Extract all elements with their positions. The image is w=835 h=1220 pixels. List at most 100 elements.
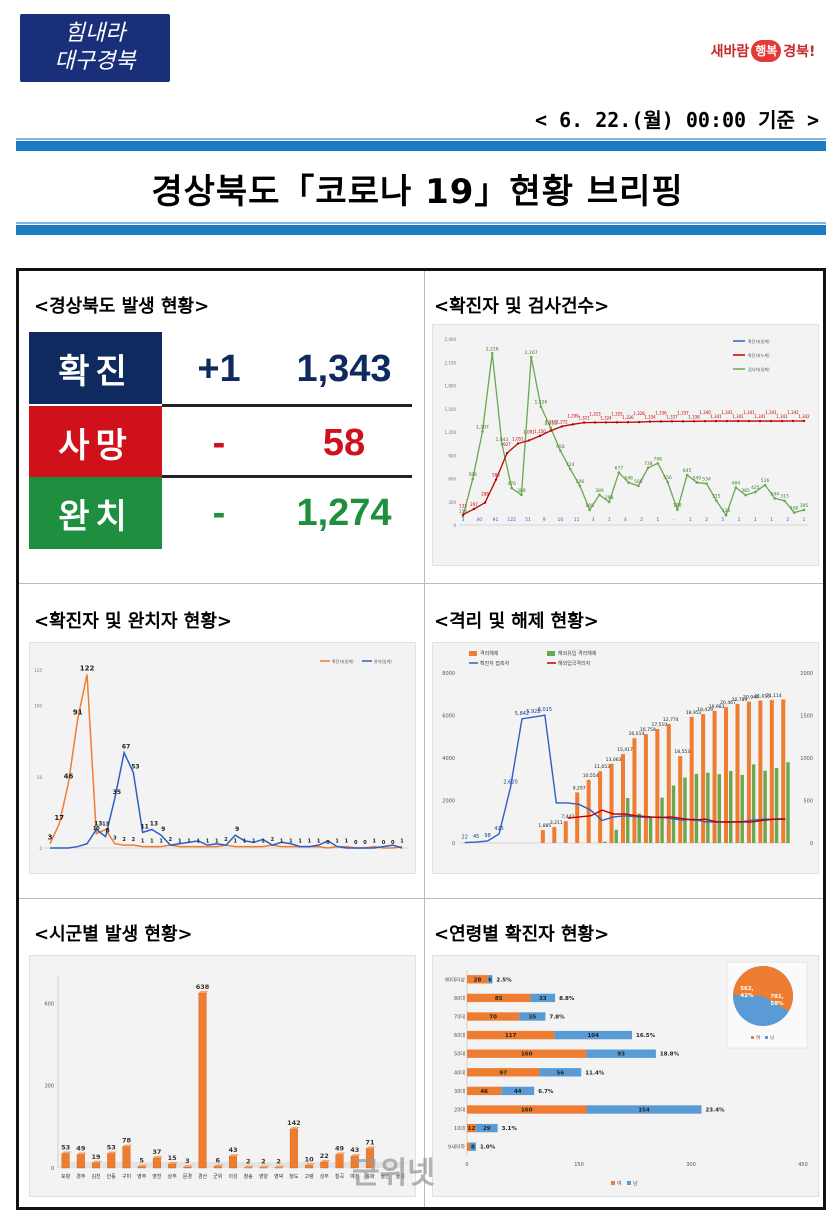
city-category-label: 봉화 (365, 1174, 375, 1180)
tests-point (617, 471, 621, 474)
cumulative-point (780, 419, 784, 423)
cumulative-point (725, 419, 729, 423)
city-value-label: 2 (246, 1157, 251, 1165)
confirmed-label: 2 (169, 837, 173, 843)
confirmed-label: 1 (298, 839, 302, 845)
city-bar-top (259, 1165, 270, 1168)
male-label: 154 (638, 1108, 650, 1114)
y-tick-label: 300 (44, 1084, 54, 1090)
tests-label: 1,253 (544, 421, 557, 427)
confirmed-label: 17 (54, 814, 64, 822)
stat-label-confirmed: 확진 (29, 332, 162, 404)
confirmed-label: 3 (113, 836, 117, 842)
confirmed-label: 1 (317, 839, 321, 845)
contacts-label: 22 (462, 835, 468, 841)
tests-point (481, 430, 484, 433)
release-label: 12,774 (663, 717, 679, 723)
tests-label: 2,167 (525, 350, 538, 356)
confirmed-label: 0 (363, 840, 367, 846)
city-category-label: 경산 (198, 1173, 208, 1180)
release-label: 19,429 (697, 707, 713, 713)
legend-label: 확진자(일계) (332, 658, 354, 664)
tests-label: 556 (663, 475, 672, 481)
age-category-label: 40대 (454, 1069, 465, 1076)
city-category-label: 성주 (320, 1173, 330, 1180)
age-category-label: 70대 (454, 1014, 465, 1021)
legend-swatch (627, 1181, 631, 1185)
cumulative-point (747, 419, 751, 423)
tests-label: 1,043 (496, 437, 509, 443)
contacts-label: 5,928 (526, 709, 540, 715)
city-bar (213, 1166, 222, 1169)
tests-label: 1,526 (534, 400, 547, 406)
briefing-frame (16, 268, 826, 1210)
contacts-label: 6,015 (538, 707, 552, 713)
release-bar (769, 700, 774, 843)
release-bar (643, 734, 648, 843)
overseas-release-bar (706, 772, 710, 843)
confirmed-label: 2 (271, 837, 275, 843)
release-bar (746, 701, 751, 843)
city-bar-top (274, 1165, 285, 1168)
city-category-label: 울릉 (396, 1174, 406, 1180)
city-bar-top (198, 991, 209, 994)
female-label: 97 (499, 1070, 507, 1076)
male-label: 56 (557, 1070, 565, 1076)
overseas-release-bar (694, 773, 699, 843)
city-value-label: 49 (76, 1145, 86, 1153)
y-tick-label: 600 (448, 477, 456, 482)
cumulative-point (703, 419, 707, 423)
release-label: 18,553 (674, 749, 690, 755)
daily-label: 3 (462, 517, 465, 523)
city-value-label: 19 (92, 1153, 102, 1161)
city-bar (365, 1148, 374, 1169)
confirmed-label: 46 (64, 773, 74, 781)
chart-by-city-svg: 0 300 600 53 포항 49 경주 19 김천 53 안동 78 구미 5 영주 37 영천 15 상주 3 문… (44, 976, 408, 1180)
y-right-tick-label: 1000 (800, 756, 813, 762)
tests-point (773, 497, 777, 500)
age-category-label: 20대 (454, 1107, 465, 1114)
city-bar (305, 1165, 314, 1169)
confirmed-label: 1 (372, 839, 376, 845)
tests-point (559, 449, 562, 453)
city-bar (198, 992, 207, 1169)
cumulative-point (560, 425, 564, 428)
city-bar (259, 1167, 268, 1169)
confirmed-label: 1 (178, 839, 182, 845)
pct-label: 6.7% (538, 1089, 554, 1095)
cumulative-point (670, 420, 674, 423)
confirmed-label: 10 (93, 826, 100, 832)
male-bar (530, 993, 556, 1003)
overseas-release-bar (729, 771, 733, 843)
pct-label: 16.5% (636, 1033, 656, 1039)
release-label: 21,114 (766, 693, 782, 699)
tests-label: 388 (517, 488, 526, 494)
tests-label: 548 (624, 476, 633, 482)
city-category-label: 안동 (107, 1173, 117, 1180)
tests-point (802, 508, 806, 512)
tests-label: 645 (683, 468, 692, 474)
tests-label: 796 (654, 456, 663, 462)
chart-by-age-svg: 0 150 300 450 90대이상 28 6 2.5% 80대 85 33 8.8% 70대 70 35… (445, 961, 808, 1187)
male-bar (539, 1068, 582, 1077)
release-bar (712, 710, 717, 843)
stat-label-recovered: 완치 (29, 477, 162, 549)
tests-label: 738 (644, 461, 653, 467)
overseas-release-bar (751, 764, 756, 843)
release-label: 19,983 (709, 704, 725, 710)
city-category-label: 영양 (259, 1173, 269, 1180)
top-divider (16, 138, 826, 151)
tests-label: 385 (741, 488, 750, 494)
tests-label: 2,216 (486, 346, 499, 352)
tests-label: 116 (459, 509, 468, 515)
city-bar (335, 1154, 344, 1169)
recovered-label: 35 (113, 789, 121, 796)
overseas-release-bar (660, 797, 664, 843)
confirmed-label: 1 (308, 839, 312, 845)
female-label: 85 (495, 996, 503, 1002)
y-tick-label: 0 (51, 1166, 54, 1172)
recovered-label: 9 (161, 826, 165, 833)
city-category-label: 영천 (152, 1173, 162, 1180)
city-value-label: 53 (107, 1143, 116, 1151)
city-category-label: 청송 (244, 1173, 254, 1180)
